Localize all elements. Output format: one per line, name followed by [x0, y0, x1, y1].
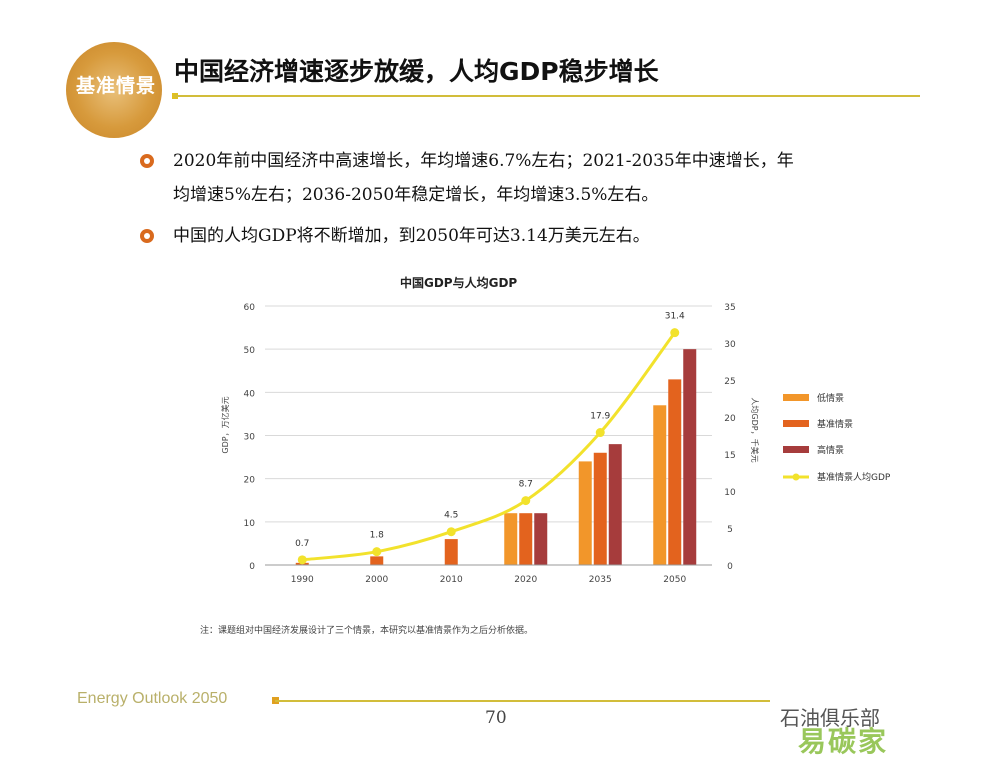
watermark-text: 石油俱乐部 — [780, 706, 880, 730]
x-tick-label: 2035 — [589, 575, 612, 585]
page-number: 70 — [485, 708, 507, 728]
y2-tick-label: 35 — [724, 303, 735, 313]
logo-emblem — [66, 42, 162, 138]
y-tick-label: 40 — [244, 389, 256, 399]
bar — [668, 379, 682, 565]
legend-label: 高情景 — [817, 444, 844, 456]
y2-axis-label: 人均GDP，千美元 — [750, 397, 760, 462]
legend-swatch — [783, 446, 809, 453]
legend-label: 低情景 — [817, 392, 844, 404]
y2-tick-label: 20 — [724, 414, 736, 424]
y-tick-label: 30 — [244, 433, 256, 443]
bar — [683, 349, 697, 565]
data-point — [372, 547, 382, 557]
bullet-text-1-line-2: 均增速5%左右；2036-2050年稳定增长，年均增速3.5%左右。 — [173, 185, 659, 205]
bullet-icon — [140, 154, 154, 168]
x-tick-label: 2020 — [514, 575, 537, 585]
bar — [444, 539, 458, 565]
bar — [653, 405, 667, 565]
logo-text: 基准情景 — [75, 75, 156, 97]
data-point — [297, 555, 307, 565]
y2-tick-label: 5 — [727, 525, 733, 535]
x-tick-label: 2050 — [663, 575, 686, 585]
legend-swatch — [783, 420, 809, 427]
bar — [370, 556, 384, 565]
data-label: 1.8 — [370, 531, 385, 541]
y2-tick-label: 15 — [724, 451, 735, 461]
y-axis-label: GDP，万亿美元 — [220, 396, 230, 453]
x-tick-label: 2000 — [365, 575, 388, 585]
watermark-stamp: 易碳家 — [798, 725, 889, 758]
y2-tick-label: 30 — [724, 340, 736, 350]
data-label: 0.7 — [295, 539, 309, 549]
bullet-text-1-line-1: 2020年前中国经济中高速增长，年均增速6.7%左右；2021-2035年中速增… — [173, 151, 794, 171]
bar — [534, 513, 548, 565]
data-point — [446, 527, 456, 537]
title-underline — [174, 95, 920, 97]
legend-marker — [792, 473, 800, 481]
y-tick-label: 60 — [244, 303, 256, 313]
legend-label: 基准情景人均GDP — [817, 471, 891, 483]
data-label: 4.5 — [444, 511, 458, 521]
x-tick-label: 1990 — [291, 575, 314, 585]
page-title: 中国经济增速逐步放缓，人均GDP稳步增长 — [174, 57, 659, 86]
data-point — [521, 496, 531, 506]
legend-label: 基准情景 — [817, 418, 853, 430]
y-tick-label: 0 — [249, 562, 255, 572]
bar — [593, 452, 607, 565]
data-label: 31.4 — [665, 312, 685, 322]
chart-note: 注：课题组对中国经济发展设计了三个情景，本研究以基准情景作为之后分析依据。 — [200, 626, 534, 636]
data-point — [595, 428, 605, 438]
bar — [504, 513, 518, 565]
bar — [608, 444, 622, 565]
data-label: 8.7 — [519, 480, 533, 490]
legend-swatch — [783, 394, 809, 401]
footer-brand: Energy Outlook 2050 — [77, 690, 228, 707]
data-point — [670, 328, 680, 338]
x-tick-label: 2010 — [440, 575, 463, 585]
y-tick-label: 20 — [244, 476, 256, 486]
footer-line — [275, 700, 770, 702]
y-tick-label: 10 — [244, 519, 256, 529]
bar — [578, 461, 592, 565]
bullet-text-2: 中国的人均GDP将不断增加，到2050年可达3.14万美元左右。 — [173, 226, 650, 246]
bar — [519, 513, 533, 565]
chart-title: 中国GDP与人均GDP — [400, 276, 518, 290]
y2-tick-label: 0 — [727, 562, 733, 572]
data-label: 17.9 — [590, 412, 610, 422]
y2-tick-label: 25 — [724, 377, 735, 387]
y2-tick-label: 10 — [724, 488, 736, 498]
y-tick-label: 50 — [244, 346, 256, 356]
bullet-icon — [140, 229, 154, 243]
